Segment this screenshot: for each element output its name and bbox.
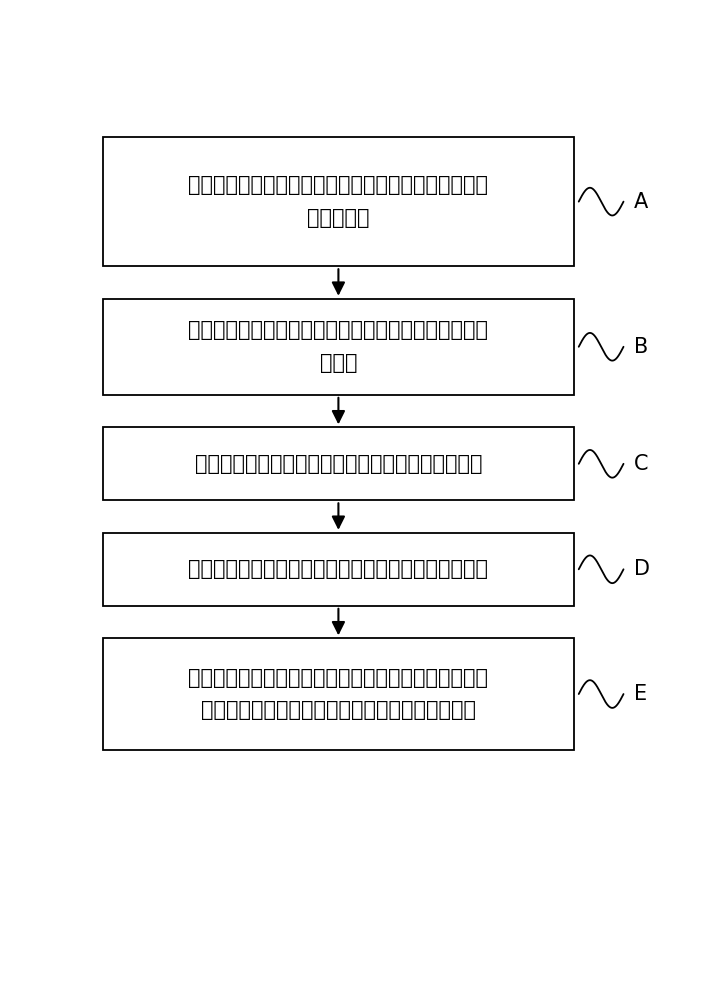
Text: E: E bbox=[634, 684, 647, 704]
Text: 打开第二快门并关闭第一快门，测量参考物的反射光谱: 打开第二快门并关闭第一快门，测量参考物的反射光谱 bbox=[188, 559, 488, 579]
Bar bbox=[103, 427, 574, 500]
Text: D: D bbox=[634, 559, 650, 579]
Text: 获得样品与参考物并分别安装于样品夹持机构与参考物
夹持机构上: 获得样品与参考物并分别安装于样品夹持机构与参考物 夹持机构上 bbox=[188, 175, 488, 228]
Bar bbox=[103, 533, 574, 606]
Text: 打开第一快门并关闭第二快门，测量样品的反射光谱: 打开第一快门并关闭第二快门，测量样品的反射光谱 bbox=[195, 454, 482, 474]
Bar bbox=[103, 638, 574, 750]
Text: 调整样品夹持机构与参考物夹持机构以优化反射光谱收
集效率: 调整样品夹持机构与参考物夹持机构以优化反射光谱收 集效率 bbox=[188, 320, 488, 373]
Text: C: C bbox=[634, 454, 648, 474]
Bar bbox=[103, 299, 574, 395]
Text: A: A bbox=[634, 192, 648, 212]
Text: 由样品和参考物的反射光谱计算比对光谱，利用光谱傅
里叶分析法与光谱拟合法解析深宽比结构的深度值: 由样品和参考物的反射光谱计算比对光谱，利用光谱傅 里叶分析法与光谱拟合法解析深宽… bbox=[188, 668, 488, 720]
Bar bbox=[103, 137, 574, 266]
Text: B: B bbox=[634, 337, 648, 357]
